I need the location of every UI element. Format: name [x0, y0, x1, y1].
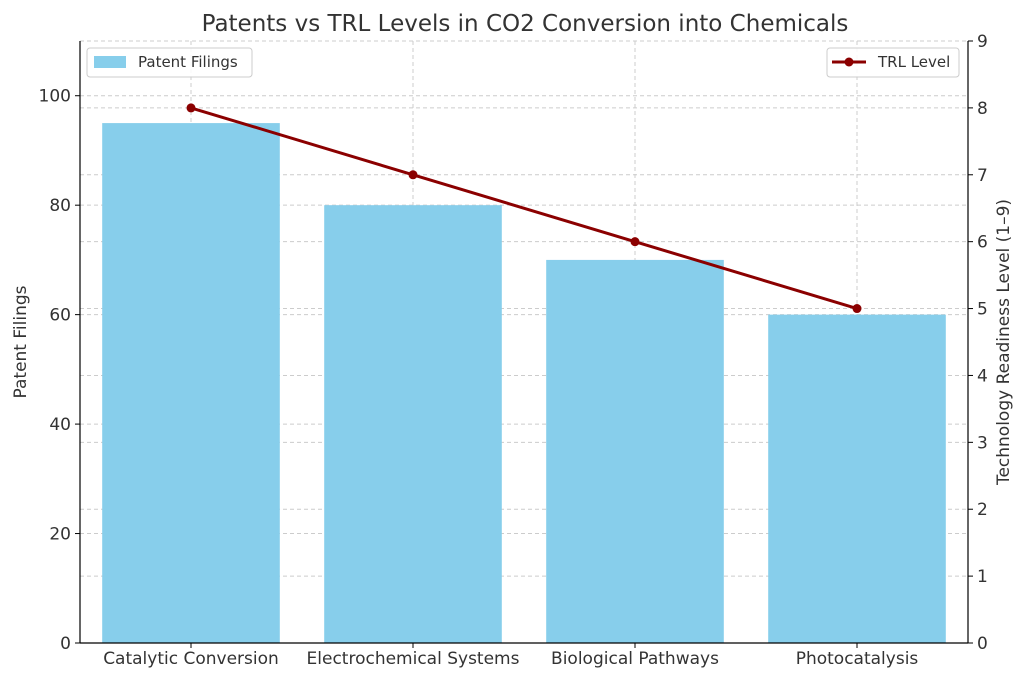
bar	[324, 205, 502, 643]
trl-point	[631, 237, 640, 246]
trl-point	[409, 170, 418, 179]
legend-trl-level: TRL Level	[827, 48, 959, 77]
y-tick-label-left: 20	[49, 525, 71, 545]
chart-title: Patents vs TRL Levels in CO2 Conversion …	[202, 11, 849, 37]
x-tick-label: Biological Pathways	[551, 649, 719, 669]
y-axis-label: Patent Filings	[11, 285, 31, 398]
y-tick-label-left: 40	[49, 415, 71, 435]
y-tick-label-right: 4	[977, 366, 988, 386]
x-tick-label: Catalytic Conversion	[103, 649, 279, 669]
bar	[768, 315, 946, 643]
y-tick-label-left: 0	[60, 634, 71, 654]
trl-point	[187, 103, 196, 112]
line-layer	[187, 103, 862, 313]
y-tick-label-left: 60	[49, 306, 71, 326]
y-tick-label-right: 8	[977, 99, 988, 119]
chart-svg: Patents vs TRL Levels in CO2 Conversion …	[0, 0, 1024, 679]
y-tick-label-left: 100	[39, 87, 71, 107]
y-tick-label-right: 7	[977, 166, 988, 186]
legend-patent-filings: Patent Filings	[87, 48, 252, 77]
y-tick-label-right: 1	[977, 567, 988, 587]
y-tick-label-right: 9	[977, 32, 988, 52]
trl-line	[191, 108, 857, 309]
legend-bar-label: Patent Filings	[138, 53, 238, 71]
chart-container: Patents vs TRL Levels in CO2 Conversion …	[0, 0, 1024, 679]
y-tick-label-right: 5	[977, 300, 988, 320]
y-tick-label-right: 2	[977, 500, 988, 520]
y-tick-label-left: 80	[49, 196, 71, 216]
bar	[546, 260, 724, 643]
bar	[102, 123, 280, 643]
y-tick-label-right: 6	[977, 233, 988, 253]
legend-line-marker	[845, 58, 854, 67]
y-tick-label-right: 3	[977, 433, 988, 453]
trl-point	[853, 304, 862, 313]
x-tick-label: Photocatalysis	[796, 649, 919, 669]
legend-line-label: TRL Level	[877, 53, 950, 71]
y-tick-label-right: 0	[977, 634, 988, 654]
x-tick-label: Electrochemical Systems	[307, 649, 520, 669]
y-axis-label-right: Technology Readiness Level (1–9)	[994, 199, 1014, 486]
bars-layer	[102, 123, 946, 643]
legend-bar-swatch	[94, 56, 126, 68]
